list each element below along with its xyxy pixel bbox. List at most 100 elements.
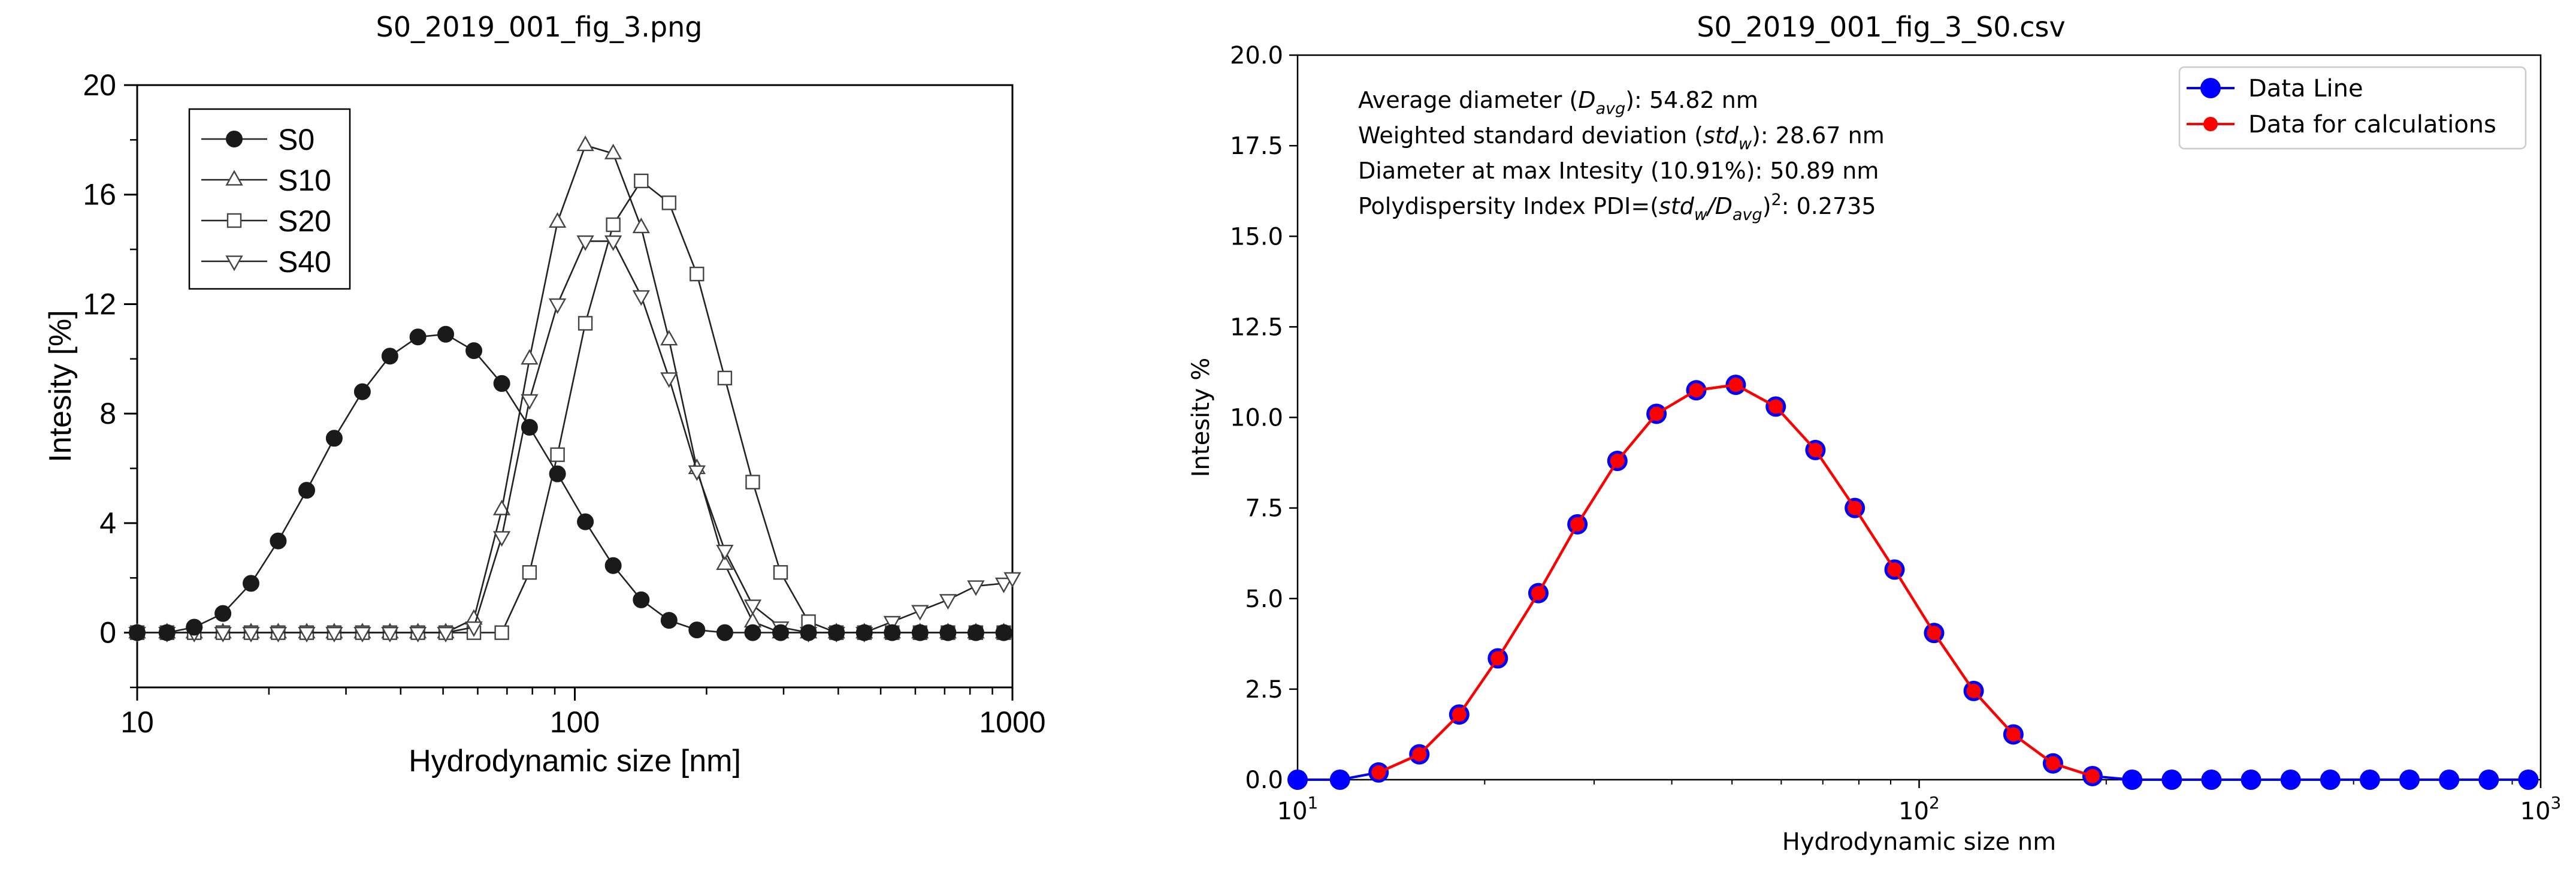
left-point-s0	[158, 624, 176, 641]
right-point-calc	[1848, 500, 1863, 515]
left-y-tick-label: 8	[99, 397, 116, 430]
left-legend-label: S20	[278, 204, 331, 238]
left-point-s40	[437, 626, 455, 643]
left-y-tick-label: 16	[83, 178, 116, 212]
left-x-tick-label: 10	[120, 705, 154, 739]
left-point-s40	[911, 605, 929, 621]
left-legend-label: S40	[278, 245, 331, 279]
left-legend-label: S0	[278, 123, 315, 156]
right-point-calc	[1887, 562, 1902, 577]
left-point-s0	[493, 375, 510, 392]
right-x-tick-label: 101	[1277, 793, 1319, 825]
right-x-tick-label: 103	[2520, 793, 2562, 825]
right-point-data-line	[1287, 770, 1308, 790]
right-y-axis-label: Intesity %	[1187, 358, 1215, 477]
left-point-s0	[604, 557, 622, 574]
left-legend-marker	[226, 213, 242, 228]
left-series-line-s40	[137, 240, 1013, 633]
left-point-s40	[298, 626, 316, 643]
right-annotation-line: Weighted standard deviation (stdw): 28.6…	[1358, 122, 1885, 153]
left-point-s40	[994, 577, 1013, 593]
left-point-s0	[437, 325, 455, 343]
right-point-data-line	[2122, 770, 2143, 790]
left-point-s40	[521, 394, 539, 410]
left-point-s20	[661, 195, 677, 210]
left-point-s20	[606, 217, 621, 233]
right-point-data-line	[2280, 770, 2301, 790]
left-point-s40	[1003, 572, 1021, 588]
left-point-s40	[353, 626, 371, 643]
left-point-s0	[577, 513, 594, 530]
left-point-s0	[660, 612, 678, 629]
right-point-data-line	[2478, 770, 2499, 790]
left-point-s0	[465, 342, 483, 360]
right-legend-marker	[2200, 78, 2221, 98]
right-point-data-line	[2518, 770, 2539, 790]
left-point-s0	[744, 624, 761, 641]
left-point-s20	[717, 370, 733, 385]
left-series-line-s0	[137, 333, 1004, 633]
right-y-tick-label: 7.5	[1245, 495, 1283, 523]
right-point-calc	[1808, 442, 1823, 457]
right-y-tick-label: 20.0	[1230, 42, 1283, 70]
left-point-s0	[549, 465, 566, 482]
left-point-s0	[688, 621, 706, 639]
right-point-calc	[1570, 517, 1585, 532]
right-point-calc	[2045, 756, 2060, 771]
left-point-s0	[353, 383, 371, 400]
right-annotation-line: Average diameter (Davg): 54.82 nm	[1358, 87, 1758, 118]
left-point-s40	[939, 594, 957, 610]
right-point-calc	[1412, 747, 1427, 762]
right-point-calc	[1768, 399, 1783, 414]
left-y-tick-label: 0	[99, 616, 116, 650]
left-point-s20	[550, 447, 565, 462]
left-point-s20	[578, 316, 593, 331]
left-y-tick-label: 4	[99, 506, 116, 540]
right-y-tick-label: 15.0	[1230, 223, 1283, 251]
right-point-data-line	[2399, 770, 2420, 790]
left-x-tick-label: 100	[550, 705, 600, 739]
right-point-calc	[1728, 378, 1743, 393]
left-point-s40	[242, 626, 260, 643]
right-point-calc	[2006, 727, 2021, 742]
right-annotation-line: Polydispersity Index PDI=(stdw/Davg)2: 0…	[1358, 191, 1876, 224]
left-point-s40	[492, 531, 511, 547]
left-point-s10	[576, 135, 594, 152]
left-point-s40	[660, 372, 678, 388]
left-legend-label: S10	[278, 164, 331, 197]
right-point-calc	[1371, 765, 1386, 780]
right-y-tick-label: 5.0	[1245, 586, 1283, 613]
right-point-calc	[1531, 586, 1546, 601]
left-point-s40	[465, 621, 483, 637]
left-point-s0	[855, 624, 873, 641]
left-legend-marker	[226, 131, 243, 147]
left-point-s40	[548, 298, 567, 314]
left-point-s10	[548, 212, 567, 228]
left-point-s40	[632, 290, 650, 306]
right-plot: 0.0 2.5 5.0 7.5 10.0 12.5 15.0 17.5 20.0 101 102 10…	[1187, 42, 2561, 856]
left-point-s20	[745, 475, 760, 490]
right-legend-box	[2178, 66, 2527, 150]
left-point-s0	[129, 624, 146, 641]
left-legend-marker	[225, 170, 243, 186]
right-point-calc	[1649, 406, 1664, 421]
left-point-s10	[632, 218, 650, 234]
right-point-calc	[1966, 683, 1981, 698]
left-point-s10	[604, 143, 622, 159]
right-annotation-line: Diameter at max Intesity (10.91%): 50.89…	[1358, 158, 1879, 184]
left-point-s20	[690, 267, 705, 282]
left-point-s0	[967, 624, 984, 641]
left-point-s40	[743, 599, 762, 615]
left-point-s0	[186, 618, 203, 636]
left-y-axis-label: Intesity [%]	[43, 310, 78, 462]
left-point-s40	[576, 235, 594, 251]
left-legend-marker	[225, 255, 243, 271]
left-point-s40	[604, 235, 622, 251]
left-point-s40	[325, 626, 343, 643]
right-y-tick-label: 12.5	[1230, 313, 1283, 341]
left-point-s10	[492, 499, 511, 515]
left-point-s0	[800, 624, 817, 641]
left-point-s40	[214, 626, 232, 643]
right-point-calc	[1927, 626, 1942, 641]
